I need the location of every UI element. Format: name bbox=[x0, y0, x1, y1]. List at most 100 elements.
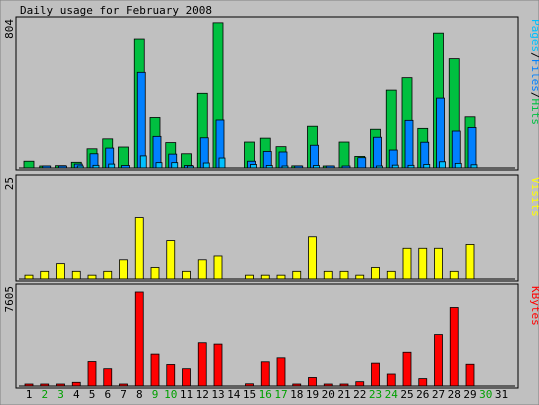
bar-kbytes-day-17 bbox=[276, 357, 286, 387]
hits-files-pages-legend: Pages/Files/Hits bbox=[529, 19, 539, 125]
bar-pages-day-26 bbox=[423, 164, 431, 169]
bar-kbytes-day-16 bbox=[260, 361, 270, 387]
bar-files-day-23 bbox=[373, 136, 382, 169]
day-label: 4 bbox=[73, 388, 80, 401]
day-label: 6 bbox=[104, 388, 111, 401]
bar-kbytes-day-11 bbox=[182, 368, 191, 387]
bar-files-day-28 bbox=[451, 130, 461, 169]
bar-visits-day-25 bbox=[402, 247, 412, 280]
bar-kbytes-day-12 bbox=[197, 342, 207, 387]
bar-kbytes-day-10 bbox=[166, 364, 176, 387]
day-label: 16 bbox=[259, 388, 272, 401]
bar-kbytes-day-5 bbox=[87, 361, 97, 387]
bar-pages-day-8 bbox=[139, 155, 147, 169]
bar-visits-day-2 bbox=[40, 270, 50, 280]
bar-kbytes-day-9 bbox=[150, 353, 160, 387]
day-label: 14 bbox=[227, 388, 241, 401]
day-label: 18 bbox=[290, 388, 303, 401]
bar-visits-day-27 bbox=[434, 247, 443, 280]
bar-files-day-27 bbox=[436, 97, 445, 169]
day-label: 1 bbox=[26, 388, 33, 401]
bar-kbytes-day-6 bbox=[103, 368, 113, 387]
bar-kbytes-day-24 bbox=[386, 373, 396, 387]
bar-pages-day-28 bbox=[454, 162, 462, 169]
bar-kbytes-day-29 bbox=[465, 363, 475, 387]
day-labels: 1 2 3 4 5 6 7 8 9 10 11 12 13 14 15 16 17 18 19 20 21 22 23 24 2… bbox=[26, 388, 508, 401]
day-label: 25 bbox=[400, 388, 413, 401]
bar-kbytes-day-27 bbox=[434, 334, 443, 387]
bar-visits-day-23 bbox=[371, 267, 380, 280]
bar-visits-day-24 bbox=[386, 270, 396, 280]
bar-visits-day-1 bbox=[24, 274, 34, 280]
kbytes-legend: KBytes bbox=[529, 286, 539, 326]
bar-hits-day-21 bbox=[338, 141, 350, 169]
bar-files-day-8 bbox=[136, 71, 146, 169]
bar-visits-day-7 bbox=[119, 259, 128, 280]
bar-files-day-22 bbox=[357, 157, 367, 169]
bar-pages-day-6 bbox=[108, 163, 116, 169]
bar-pages-day-13 bbox=[218, 157, 226, 169]
bar-visits-day-17 bbox=[276, 274, 286, 280]
day-label: 7 bbox=[120, 388, 127, 401]
bar-hits-day-7 bbox=[118, 146, 129, 169]
day-label: 2 bbox=[41, 388, 48, 401]
hits-files-pages-ymax-label: 804 bbox=[3, 19, 16, 39]
day-label: 19 bbox=[306, 388, 319, 401]
day-label: 30 bbox=[479, 388, 492, 401]
legend-entry: / bbox=[529, 92, 539, 99]
bar-visits-day-20 bbox=[323, 270, 333, 280]
day-label: 22 bbox=[353, 388, 366, 401]
day-label: 21 bbox=[337, 388, 350, 401]
bar-files-day-19 bbox=[310, 144, 319, 169]
bar-visits-day-21 bbox=[339, 270, 349, 280]
bar-files-day-25 bbox=[404, 119, 414, 169]
legend-entry: Hits bbox=[529, 99, 539, 126]
day-label: 27 bbox=[432, 388, 445, 401]
legend-entry: / bbox=[529, 52, 539, 59]
bar-visits-day-16 bbox=[260, 274, 270, 280]
visits-legend: Visits bbox=[529, 177, 539, 217]
day-label: 11 bbox=[180, 388, 193, 401]
day-label: 5 bbox=[89, 388, 96, 401]
bar-kbytes-day-13 bbox=[213, 343, 223, 387]
bar-kbytes-day-26 bbox=[418, 378, 428, 387]
legend-entry: Pages bbox=[529, 19, 539, 52]
visits-panel: 25 Visits bbox=[3, 174, 539, 282]
day-label: 15 bbox=[243, 388, 256, 401]
day-label: 3 bbox=[57, 388, 64, 401]
bar-visits-day-5 bbox=[87, 274, 97, 280]
bar-visits-day-19 bbox=[308, 236, 317, 280]
bar-visits-day-6 bbox=[103, 270, 113, 280]
bar-pages-day-12 bbox=[202, 162, 210, 169]
kbytes-panel: 7605 KBytes bbox=[3, 283, 539, 389]
day-label: 9 bbox=[152, 388, 159, 401]
bar-pages-day-9 bbox=[155, 162, 163, 169]
bar-visits-day-13 bbox=[213, 255, 223, 280]
bar-visits-day-3 bbox=[56, 263, 65, 280]
bar-visits-day-28 bbox=[449, 270, 459, 280]
bar-visits-day-29 bbox=[465, 244, 475, 280]
legend-entry: Visits bbox=[529, 177, 539, 217]
day-label: 10 bbox=[164, 388, 177, 401]
bar-visits-day-15 bbox=[245, 274, 254, 280]
day-label: 28 bbox=[448, 388, 461, 401]
bar-kbytes-day-4 bbox=[71, 381, 81, 387]
bar-visits-day-9 bbox=[150, 267, 160, 280]
bar-pages-day-15 bbox=[250, 164, 257, 169]
bar-kbytes-day-22 bbox=[355, 381, 365, 387]
bar-visits-day-10 bbox=[166, 240, 176, 280]
bar-pages-day-10 bbox=[171, 162, 179, 169]
bar-visits-day-18 bbox=[292, 270, 302, 280]
chart-title: Daily usage for February 2008 bbox=[20, 4, 212, 17]
bar-hits-day-1 bbox=[23, 160, 35, 169]
bar-kbytes-day-8 bbox=[134, 291, 144, 387]
day-label: 24 bbox=[385, 388, 399, 401]
legend-entry: KBytes bbox=[529, 286, 539, 326]
bar-files-day-17 bbox=[278, 151, 288, 169]
legend-entry: Files bbox=[529, 59, 539, 92]
bar-kbytes-day-19 bbox=[308, 377, 317, 387]
kbytes-ymax-label: 7605 bbox=[3, 286, 16, 313]
day-label: 17 bbox=[274, 388, 287, 401]
